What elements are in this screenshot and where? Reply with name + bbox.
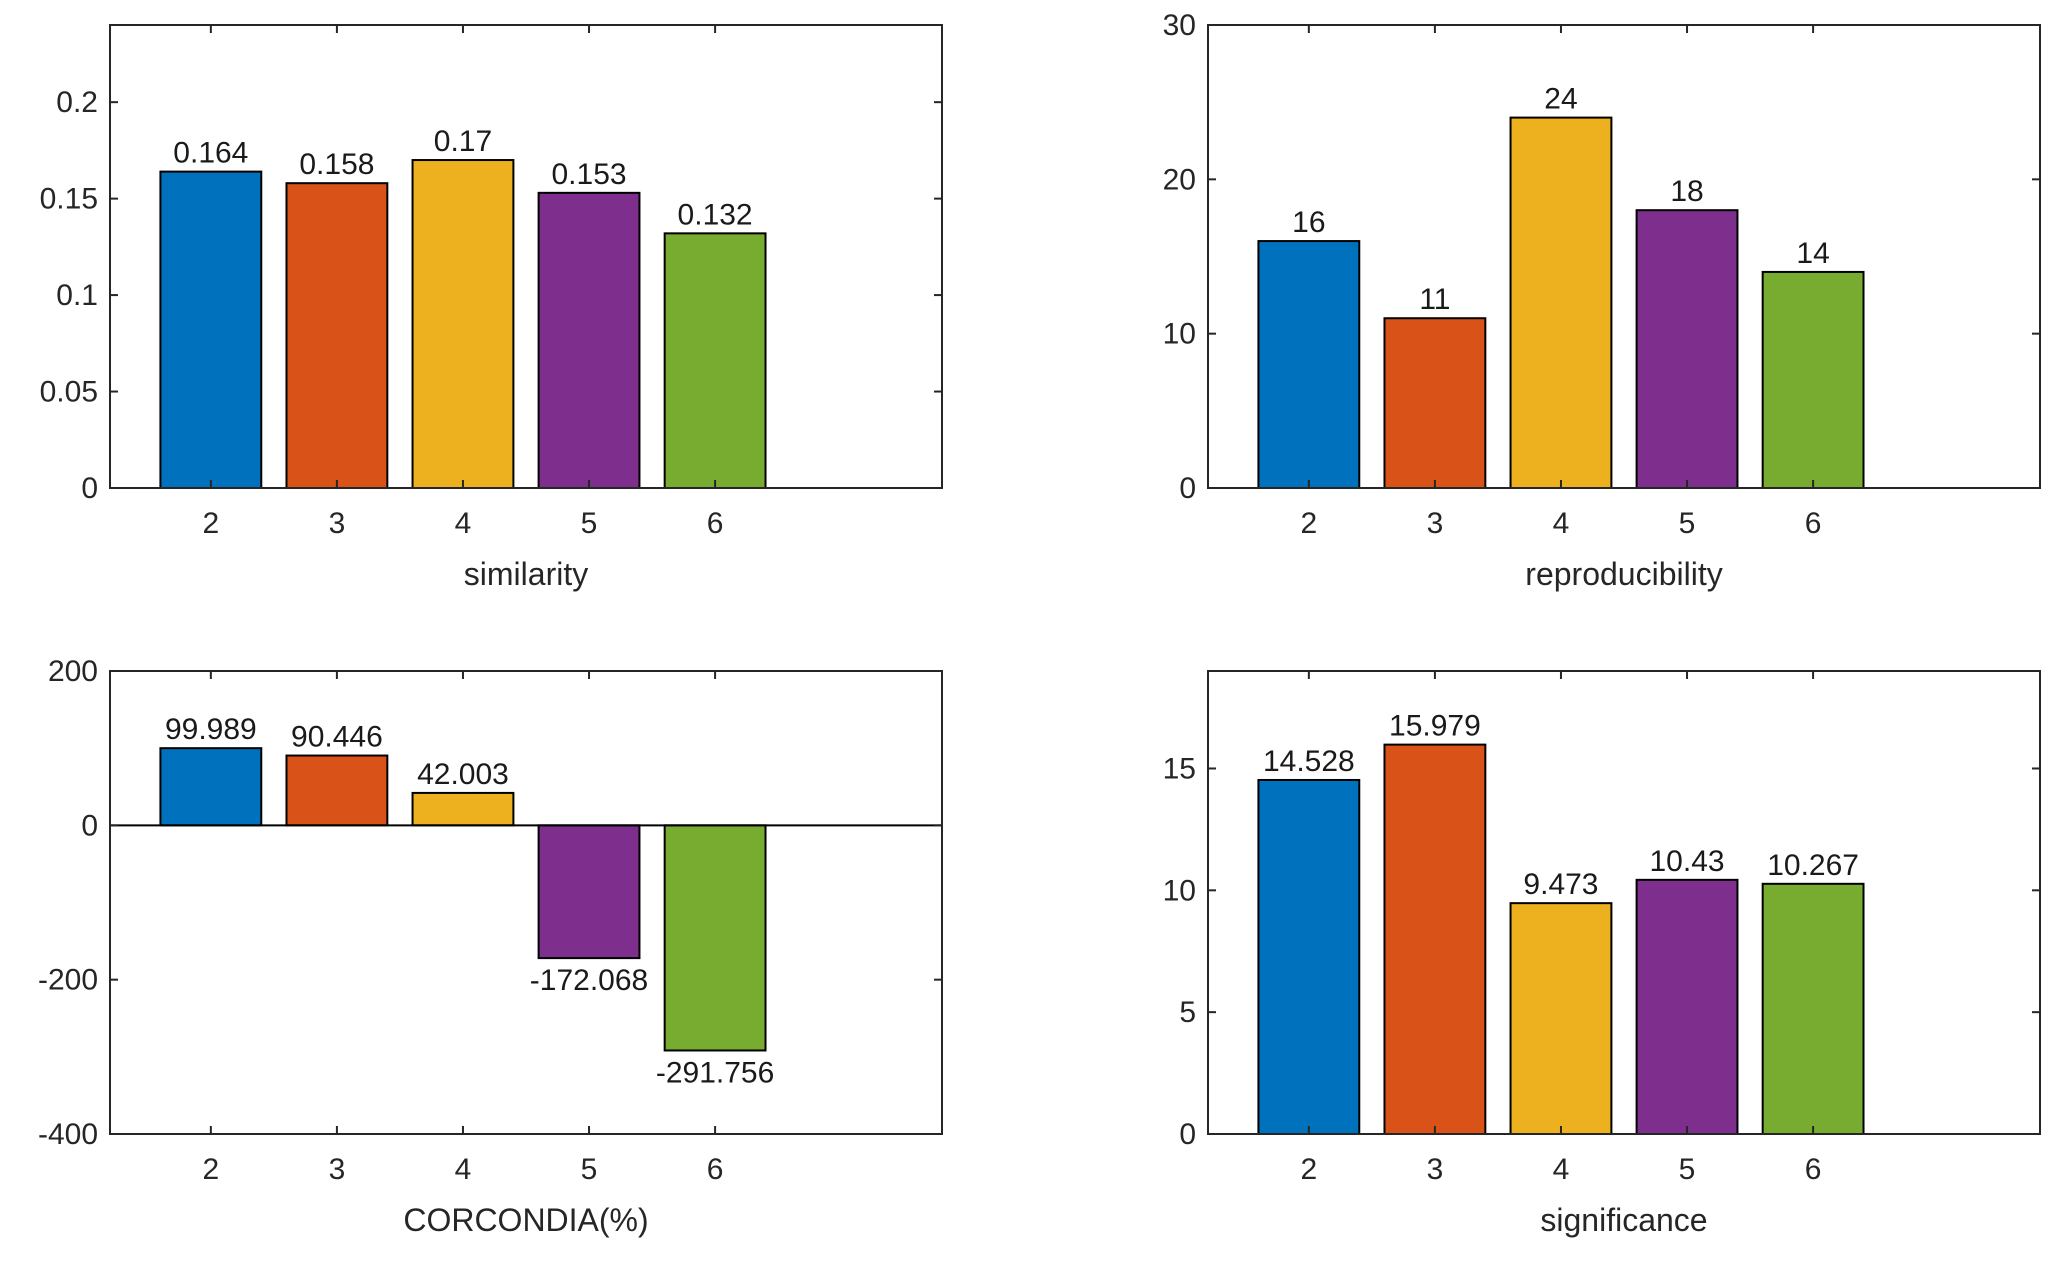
axes-box: [1207, 24, 2041, 489]
data-label-top-right-6: 14: [1796, 237, 1829, 270]
data-label-bottom-left-5: -172.068: [530, 964, 648, 997]
x-axis-label: CORCONDIA(%): [403, 1202, 648, 1238]
data-label-top-right-3: 11: [1419, 283, 1450, 316]
bar-bottom-right-2: [1257, 778, 1361, 1135]
data-label-bottom-right-2: 14.528: [1263, 745, 1355, 778]
x-tick-label: 6: [707, 507, 724, 540]
x-tick-label: 6: [1805, 1153, 1822, 1186]
bar-top-left-3: [285, 182, 389, 489]
bar-bottom-right-5: [1635, 878, 1739, 1135]
data-label-bottom-right-6: 10.267: [1767, 849, 1859, 882]
x-tick-label: 3: [1427, 507, 1444, 540]
y-tick-label: 0.05: [40, 376, 98, 409]
y-tick-label: 0: [81, 472, 98, 505]
x-tick-label: 6: [707, 1153, 724, 1186]
x-tick-label: 3: [1427, 1153, 1444, 1186]
bar-bottom-right-3: [1383, 743, 1487, 1135]
x-tick-label: 2: [203, 507, 220, 540]
y-tick-label: 0: [81, 809, 98, 842]
x-tick-label: 5: [581, 1153, 598, 1186]
x-tick-label: 2: [203, 1153, 220, 1186]
chart-panel-bottom-right: 0 5 10 15 2 3 4 5 6 significance 14.528 15.979 9.473…: [1163, 670, 2041, 1238]
x-axis-label: reproducibility: [1525, 556, 1722, 592]
bar-top-right-4: [1509, 116, 1613, 489]
data-label-bottom-right-3: 15.979: [1389, 710, 1481, 743]
data-label-top-left-6: 0.132: [678, 198, 753, 231]
chart-panel-top-left: 0 0.05 0.1 0.15 0.2 2 3 4 5 6 similarity 0.164 0.158…: [40, 24, 943, 592]
bar-bottom-right-4: [1509, 902, 1613, 1136]
y-tick-label: 10: [1163, 874, 1196, 907]
bar-bottom-left-5: [537, 824, 641, 960]
x-tick-label: 5: [581, 507, 598, 540]
x-tick-label: 3: [329, 1153, 346, 1186]
x-tick-label: 5: [1679, 1153, 1696, 1186]
bar-top-right-6: [1761, 270, 1865, 489]
data-label-bottom-left-4: 42.003: [417, 758, 509, 791]
data-label-bottom-right-5: 10.43: [1649, 845, 1724, 878]
bar-bottom-left-4: [411, 791, 515, 827]
bar-top-left-5: [537, 191, 641, 489]
x-tick-label: 4: [455, 507, 472, 540]
x-tick-label: 2: [1301, 1153, 1318, 1186]
bar-bottom-left-6: [663, 824, 767, 1052]
x-tick-label: 4: [1553, 507, 1570, 540]
data-label-bottom-left-6: -291.756: [656, 1056, 774, 1089]
data-label-top-left-5: 0.153: [551, 158, 626, 191]
y-tick-label: 30: [1163, 9, 1196, 42]
y-tick-label: 0.1: [56, 279, 98, 312]
bar-top-left-2: [159, 170, 263, 489]
data-label-top-right-2: 16: [1292, 206, 1325, 239]
data-label-top-right-5: 18: [1670, 175, 1703, 208]
axes-box: [109, 24, 943, 489]
y-tick-label: 0.2: [56, 86, 98, 119]
bar-top-right-5: [1635, 209, 1739, 489]
x-tick-label: 3: [329, 507, 346, 540]
bar-top-right-2: [1257, 240, 1361, 489]
bar-top-right-3: [1383, 317, 1487, 489]
x-tick-label: 6: [1805, 507, 1822, 540]
data-label-bottom-right-4: 9.473: [1523, 868, 1598, 901]
y-tick-label: 0: [1179, 472, 1196, 505]
bar-bottom-left-2: [159, 747, 263, 827]
y-tick-label: 0: [1179, 1118, 1196, 1151]
data-label-top-left-3: 0.158: [299, 148, 374, 181]
x-axis-label: significance: [1540, 1202, 1707, 1238]
y-tick-label: -200: [38, 964, 98, 997]
y-tick-label: 20: [1163, 163, 1196, 196]
axes-box: [109, 670, 943, 1135]
bar-top-left-6: [663, 232, 767, 489]
x-tick-label: 4: [455, 1153, 472, 1186]
x-tick-label: 4: [1553, 1153, 1570, 1186]
y-tick-label: 0.15: [40, 183, 98, 216]
x-axis-label: similarity: [464, 556, 588, 592]
data-label-bottom-left-3: 90.446: [291, 721, 383, 754]
y-tick-label: 5: [1179, 996, 1196, 1029]
chart-panel-bottom-left: -400 -200 0 200 2 3 4 5 6 CORCONDIA(%) 99.989 90.44…: [38, 655, 943, 1238]
data-label-bottom-left-2: 99.989: [165, 713, 257, 746]
axes-box: [1207, 670, 2041, 1135]
y-tick-label: 200: [48, 655, 98, 688]
bar-top-left-4: [411, 159, 515, 490]
y-tick-label: -400: [38, 1118, 98, 1151]
bar-bottom-right-6: [1761, 882, 1865, 1136]
data-label-top-left-4: 0.17: [434, 125, 492, 158]
data-label-top-right-4: 24: [1544, 83, 1577, 116]
y-tick-label: 15: [1163, 752, 1196, 785]
y-tick-label: 10: [1163, 318, 1196, 351]
x-tick-label: 5: [1679, 507, 1696, 540]
chart-panel-top-right: 0 10 20 30 2 3 4 5 6 reproducibility 16 11 24 18 14: [1163, 9, 2041, 592]
data-label-top-left-2: 0.164: [173, 137, 248, 170]
bar-bottom-left-3: [285, 754, 389, 827]
x-tick-label: 2: [1301, 507, 1318, 540]
